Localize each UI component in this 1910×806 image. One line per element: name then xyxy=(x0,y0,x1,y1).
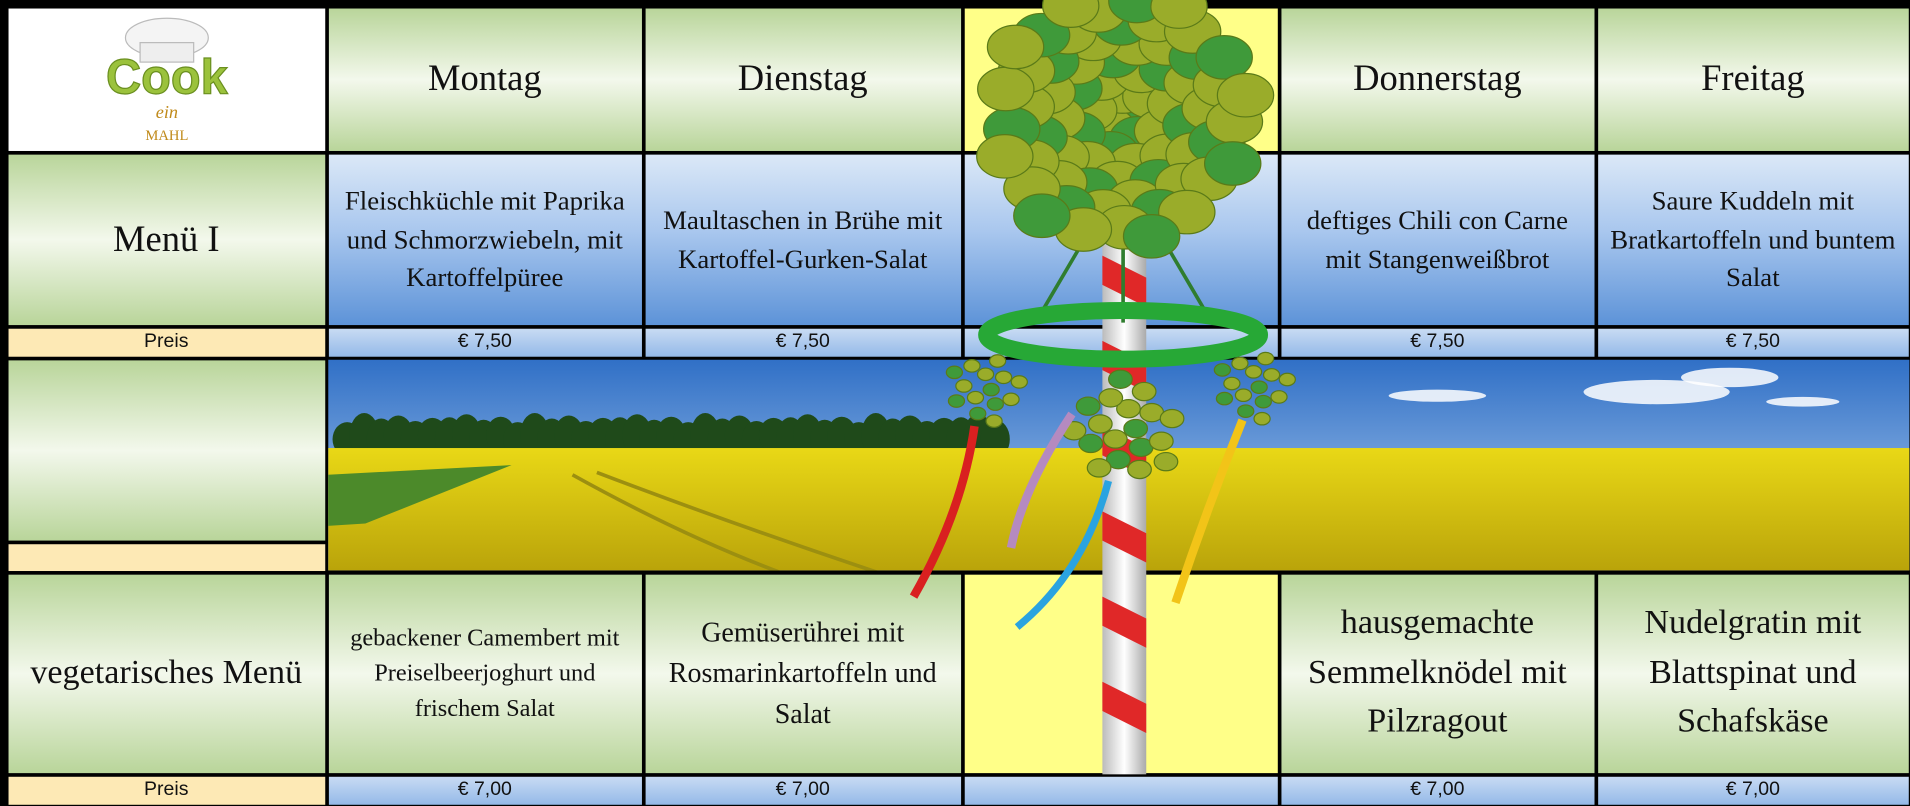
ornament xyxy=(1216,392,1232,404)
ornament xyxy=(990,355,1006,367)
ornament xyxy=(996,371,1012,383)
ornament xyxy=(987,398,1003,410)
ornament xyxy=(1235,389,1251,401)
ornament xyxy=(1766,397,1839,407)
ornament xyxy=(1160,409,1184,427)
ornament xyxy=(1251,381,1267,393)
ornament xyxy=(1089,415,1113,433)
ornament xyxy=(1258,352,1274,364)
ornament xyxy=(1099,389,1123,407)
ornament xyxy=(978,368,994,380)
decoration xyxy=(0,0,1910,806)
ornament xyxy=(983,383,999,395)
ornament xyxy=(946,366,962,378)
ornament xyxy=(1003,393,1019,405)
ornament xyxy=(1205,142,1261,185)
page: {"logo": {"name": "Cook", "tagline": "ei… xyxy=(0,0,1910,806)
ornament xyxy=(1232,357,1248,369)
ornament xyxy=(1196,36,1252,79)
ornament xyxy=(967,391,983,403)
ornament xyxy=(1214,364,1230,376)
ornament xyxy=(1124,419,1148,437)
ornament xyxy=(1014,194,1070,237)
ornament xyxy=(1238,405,1254,417)
ornament xyxy=(1109,370,1133,388)
ornament xyxy=(1087,459,1111,477)
ornament xyxy=(1104,430,1128,448)
ornament xyxy=(977,135,1033,178)
ornament xyxy=(964,360,980,372)
ornament xyxy=(1076,397,1100,415)
ornament xyxy=(987,25,1043,68)
ornament xyxy=(1150,432,1174,450)
ornament xyxy=(1123,215,1179,258)
ornament xyxy=(986,415,1002,427)
ornament xyxy=(970,407,986,419)
ornament xyxy=(1254,412,1270,424)
ornament xyxy=(1264,369,1280,381)
ornament xyxy=(1154,453,1178,471)
ornament xyxy=(1246,366,1262,378)
ornament xyxy=(1224,377,1240,389)
ornament xyxy=(1255,395,1271,407)
menu-board: CookeinMAHLMontagDienstagDonnerstagFreit… xyxy=(0,0,1910,806)
ornament xyxy=(1271,391,1287,403)
ornament xyxy=(1128,460,1152,478)
ornament xyxy=(1389,390,1486,402)
ornament xyxy=(1132,382,1156,400)
ornament xyxy=(948,395,964,407)
ornament xyxy=(978,67,1034,110)
ornament xyxy=(1011,376,1027,388)
ornament xyxy=(1217,73,1273,116)
ornament xyxy=(956,380,972,392)
ornament xyxy=(1279,373,1295,385)
ornament xyxy=(1681,368,1778,387)
